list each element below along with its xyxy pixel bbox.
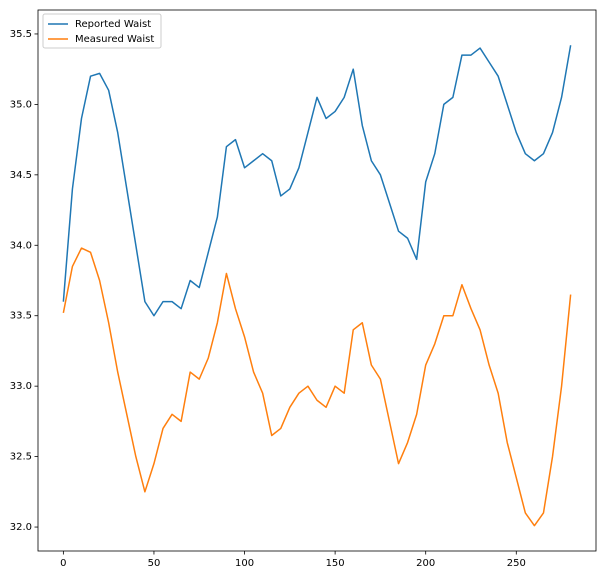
series-line	[62, 247, 572, 527]
x-tick-label: 100	[235, 558, 254, 569]
legend-label: Measured Waist	[75, 34, 154, 45]
x-tick-label: 150	[326, 558, 345, 569]
y-tick-label: 32.5	[10, 452, 32, 463]
y-tick-label: 35.5	[10, 29, 32, 40]
series-line	[62, 45, 572, 317]
y-tick-label: 34.5	[10, 170, 32, 181]
x-tick-label: 200	[416, 558, 435, 569]
y-tick-label: 33.5	[10, 311, 32, 322]
y-tick-label: 33.0	[10, 381, 32, 392]
axes-frame	[37, 9, 597, 552]
y-tick-label: 34.0	[10, 240, 32, 251]
legend-box	[42, 13, 162, 49]
x-tick-label: 250	[507, 558, 526, 569]
y-tick-label: 35.0	[10, 99, 32, 110]
x-tick-label: 0	[60, 558, 66, 569]
legend-label: Reported Waist	[75, 19, 151, 30]
y-tick-label: 32.0	[10, 522, 32, 533]
x-tick-label: 50	[148, 558, 161, 569]
